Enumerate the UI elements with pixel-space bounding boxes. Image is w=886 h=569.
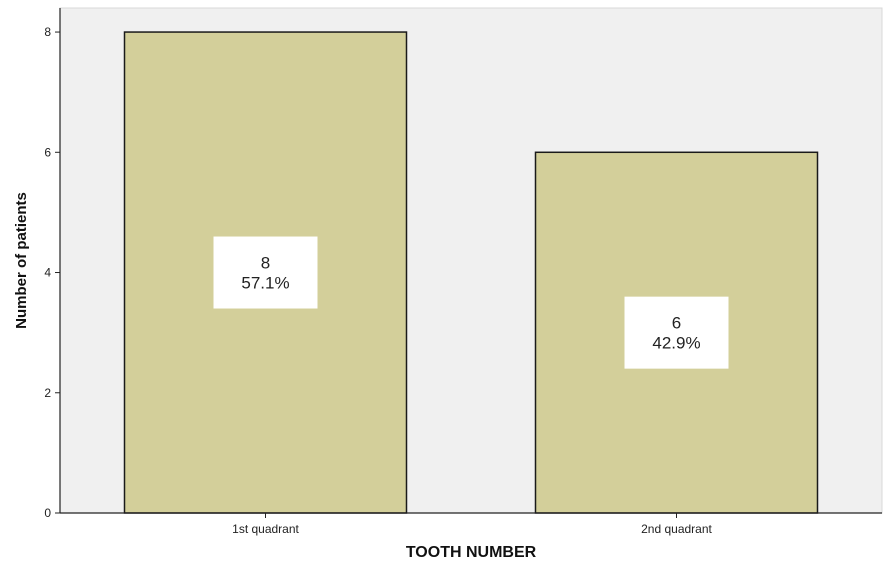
data-label-count: 8 xyxy=(261,254,270,273)
x-tick-label: 2nd quadrant xyxy=(641,522,712,536)
y-axis-title: Number of patients xyxy=(13,192,30,329)
y-tick-label: 6 xyxy=(44,145,51,159)
x-tick-label: 1st quadrant xyxy=(232,522,299,536)
y-tick-label: 0 xyxy=(44,506,51,520)
data-labels-group: 857.1% 642.9% xyxy=(213,236,729,369)
x-axis-title: TOOTH NUMBER xyxy=(406,544,537,561)
y-tick-label: 4 xyxy=(44,266,51,280)
data-label-count: 6 xyxy=(672,314,681,333)
data-label-box xyxy=(213,236,318,309)
y-tick-label: 2 xyxy=(44,386,51,400)
data-label-percent: 57.1% xyxy=(241,274,289,293)
data-label-box xyxy=(624,296,729,369)
y-tick-label: 8 xyxy=(44,25,51,39)
axes-group: 1st quadrant 2nd quadrant 0 2 4 6 8 xyxy=(44,8,882,536)
data-label-percent: 42.9% xyxy=(652,334,700,353)
